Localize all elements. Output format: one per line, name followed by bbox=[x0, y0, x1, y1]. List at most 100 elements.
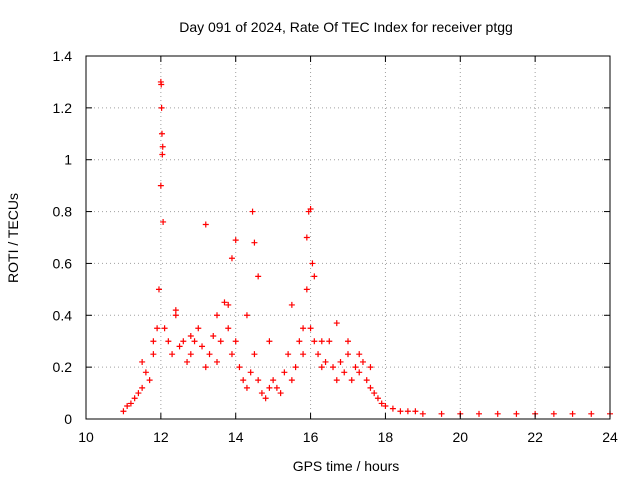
data-point bbox=[172, 312, 179, 319]
data-point bbox=[404, 408, 411, 415]
y-tick-label: 1 bbox=[64, 152, 72, 168]
data-point bbox=[513, 410, 520, 417]
data-point bbox=[161, 325, 168, 332]
data-point bbox=[333, 377, 340, 384]
x-tick-label: 16 bbox=[303, 429, 319, 445]
data-point bbox=[232, 338, 239, 345]
data-point bbox=[131, 395, 138, 402]
x-tick-label: 22 bbox=[527, 429, 543, 445]
data-point bbox=[348, 377, 355, 384]
data-point bbox=[550, 410, 557, 417]
data-point bbox=[292, 364, 299, 371]
data-point bbox=[225, 325, 232, 332]
x-tick-label: 12 bbox=[153, 429, 169, 445]
data-point bbox=[258, 390, 265, 397]
data-point bbox=[150, 351, 157, 358]
data-point bbox=[160, 218, 167, 225]
data-point bbox=[277, 390, 284, 397]
data-point bbox=[322, 358, 329, 365]
data-point bbox=[266, 338, 273, 345]
data-point bbox=[262, 395, 269, 402]
data-point bbox=[135, 390, 142, 397]
x-axis-label: GPS time / hours bbox=[293, 458, 400, 474]
data-point bbox=[158, 130, 165, 137]
data-point bbox=[199, 343, 206, 350]
data-point bbox=[251, 351, 258, 358]
y-tick-label: 0.4 bbox=[53, 307, 73, 323]
axis-ticks bbox=[85, 55, 611, 420]
data-point bbox=[187, 333, 194, 340]
data-point bbox=[184, 358, 191, 365]
y-tick-label: 0.8 bbox=[53, 204, 73, 220]
data-point bbox=[333, 320, 340, 327]
data-point bbox=[240, 377, 247, 384]
x-tick-label: 14 bbox=[228, 429, 244, 445]
data-point bbox=[159, 151, 166, 158]
data-point bbox=[588, 410, 595, 417]
data-point bbox=[124, 403, 131, 410]
data-point bbox=[288, 377, 295, 384]
data-point bbox=[225, 301, 232, 308]
data-point bbox=[187, 351, 194, 358]
data-point bbox=[154, 325, 161, 332]
data-point bbox=[127, 400, 134, 407]
plot-frame bbox=[85, 55, 611, 420]
data-point bbox=[326, 338, 333, 345]
data-point bbox=[120, 408, 127, 415]
data-point bbox=[228, 255, 235, 262]
data-point bbox=[363, 377, 370, 384]
y-tick-label: 0.6 bbox=[53, 255, 73, 271]
data-point bbox=[243, 384, 250, 391]
data-point bbox=[356, 351, 363, 358]
data-point bbox=[359, 358, 366, 365]
data-point bbox=[352, 364, 359, 371]
data-point bbox=[367, 364, 374, 371]
data-point bbox=[288, 301, 295, 308]
data-point bbox=[330, 364, 337, 371]
data-point bbox=[202, 221, 209, 228]
data-points bbox=[120, 78, 613, 417]
data-point bbox=[296, 338, 303, 345]
data-point bbox=[300, 325, 307, 332]
data-point bbox=[139, 358, 146, 365]
data-point bbox=[159, 143, 166, 150]
data-point bbox=[266, 384, 273, 391]
data-point bbox=[232, 237, 239, 244]
data-point bbox=[146, 377, 153, 384]
data-point bbox=[303, 286, 310, 293]
data-point bbox=[150, 338, 157, 345]
data-point bbox=[412, 408, 419, 415]
data-point bbox=[217, 338, 224, 345]
data-point bbox=[180, 338, 187, 345]
data-point bbox=[195, 325, 202, 332]
data-point bbox=[214, 312, 220, 319]
data-point bbox=[318, 364, 325, 371]
data-point bbox=[397, 408, 404, 415]
data-point bbox=[169, 351, 176, 358]
data-point bbox=[281, 369, 288, 376]
data-point bbox=[378, 400, 385, 407]
data-point bbox=[311, 338, 318, 345]
y-axis-label: ROTI / TECUs bbox=[5, 193, 21, 283]
data-point bbox=[165, 338, 172, 345]
data-point bbox=[382, 403, 389, 410]
data-point bbox=[311, 273, 318, 280]
data-point bbox=[255, 377, 262, 384]
data-point bbox=[210, 333, 217, 340]
grid bbox=[86, 56, 610, 419]
data-point bbox=[307, 325, 314, 332]
data-point bbox=[176, 343, 183, 350]
data-point bbox=[419, 410, 426, 417]
data-point bbox=[158, 81, 165, 88]
data-point bbox=[285, 351, 292, 358]
data-point bbox=[356, 369, 363, 376]
data-point bbox=[139, 384, 146, 391]
data-point bbox=[371, 390, 378, 397]
data-point bbox=[374, 395, 381, 402]
data-point bbox=[243, 312, 250, 319]
chart-title: Day 091 of 2024, Rate Of TEC Index for r… bbox=[179, 19, 513, 35]
data-point bbox=[273, 384, 280, 391]
data-point bbox=[155, 286, 162, 293]
x-tick-label: 20 bbox=[452, 429, 468, 445]
